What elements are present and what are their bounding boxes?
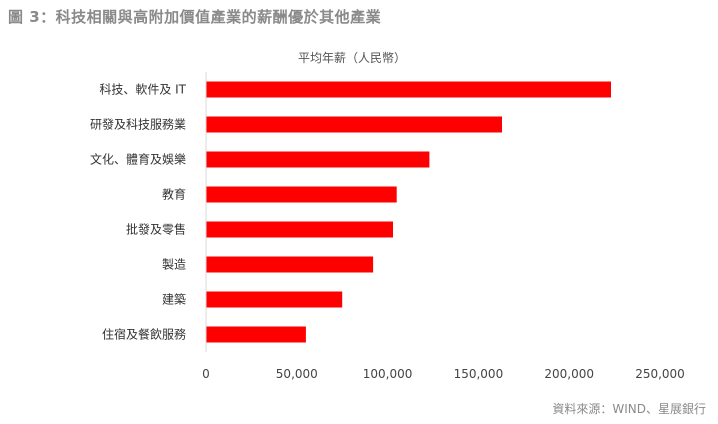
x-tick-labels: 0 50,000 100,000 150,000 200,000 250,000 [202,367,685,381]
figure-title: 圖 3：科技相關與高附加價值產業的薪酬優於其他產業 [8,8,382,26]
category-label: 科技、軟件及 IT [99,82,186,97]
chart-title: 平均年薪（人民幣） [298,51,406,65]
category-label: 批發及零售 [126,222,186,237]
category-label: 製造 [162,258,186,272]
bar [206,291,343,308]
category-label: 教育 [162,187,186,202]
bar [206,81,611,98]
category-label: 文化、體育及娛樂 [90,152,186,167]
x-tick-label: 0 [202,367,210,381]
bar [206,256,374,273]
bars-layer [206,81,611,343]
category-label: 住宿及餐飲服務 [102,327,186,342]
bar [206,326,306,343]
source-note: 資料來源：WIND、星展銀行 [552,402,706,416]
x-tick-label: 50,000 [276,367,318,381]
x-tick-label: 150,000 [454,367,504,381]
x-tick-label: 100,000 [363,367,413,381]
category-label: 研發及科技服務業 [90,117,186,132]
bar [206,116,502,133]
bar [206,151,430,168]
x-tick-label: 250,000 [635,367,685,381]
bar [206,221,393,238]
category-label: 建築 [162,292,186,307]
category-labels: 科技、軟件及 IT 研發及科技服務業文化、體育及娛樂教育批發及零售製造建築住宿及餐… [90,82,187,342]
x-tick-label: 200,000 [544,367,594,381]
bar [206,186,397,203]
